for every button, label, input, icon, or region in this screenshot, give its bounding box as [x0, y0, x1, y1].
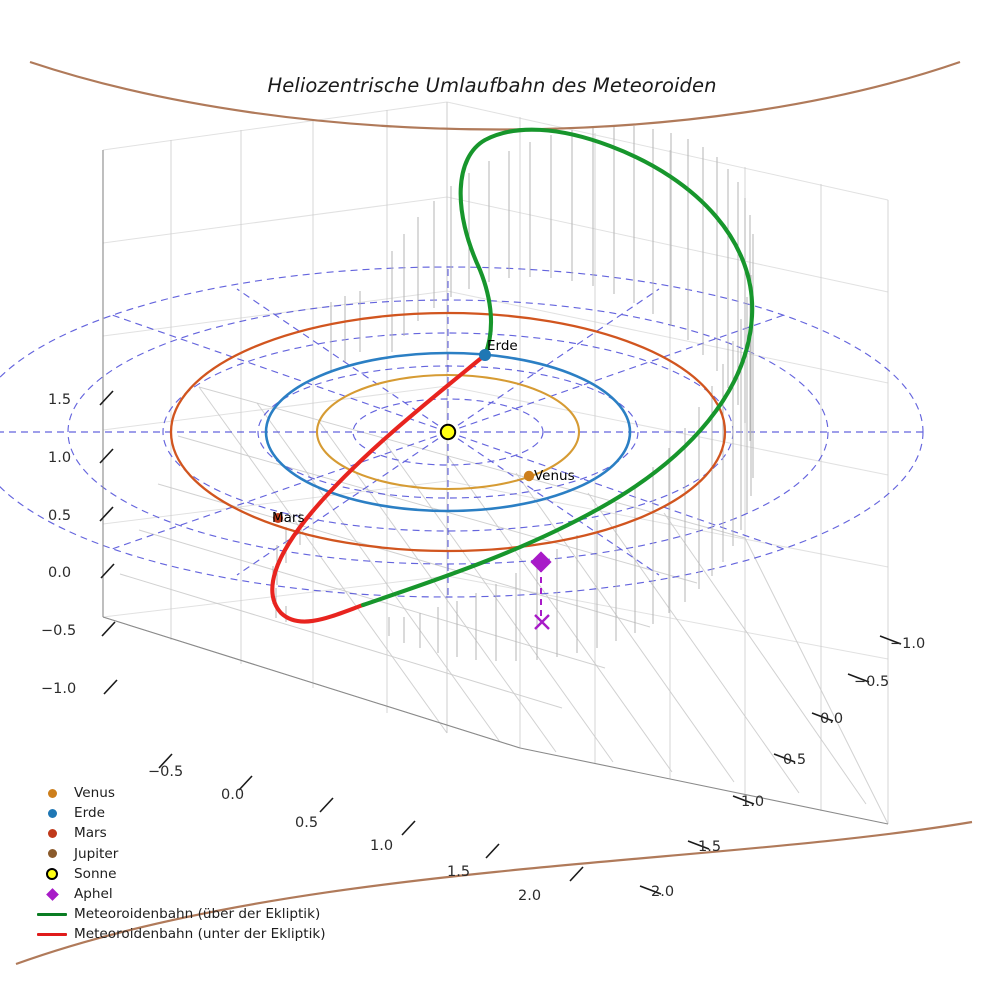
- y-tick-5: 1.5: [698, 839, 722, 855]
- page-title: Heliozentrische Umlaufbahn des Meteoroid…: [267, 74, 717, 97]
- x-tick-1: 0.0: [221, 787, 245, 803]
- z-tick-3: 0.0: [48, 565, 72, 581]
- label-erde: Erde: [487, 338, 518, 354]
- label-mars: Mars: [272, 510, 305, 526]
- jupiter-orbit: [15, 60, 973, 966]
- circle-marker-icon: [30, 788, 74, 798]
- circle-marker-icon: [30, 808, 74, 818]
- legend-label-mars: Mars: [74, 825, 107, 842]
- aphel-marker: [530, 551, 552, 573]
- legend-label-venus: Venus: [74, 785, 115, 802]
- sun-marker: [439, 423, 457, 441]
- y-axis-ticks: [639, 635, 902, 895]
- aphel-ground-cross: [534, 614, 550, 630]
- label-venus: Venus: [534, 468, 575, 484]
- legend-item-meteoroid-above[interactable]: Meteoroidenbahn (über der Ekliptik): [30, 904, 360, 924]
- x-tick-3: 1.0: [370, 838, 394, 854]
- legend-item-jupiter[interactable]: Jupiter: [30, 844, 360, 864]
- aphel-group: [530, 551, 552, 630]
- legend-item-erde[interactable]: Erde: [30, 803, 360, 823]
- legend-label-sonne: Sonne: [74, 865, 117, 882]
- y-tick-3: 0.5: [783, 752, 807, 768]
- legend-item-sonne[interactable]: Sonne: [30, 864, 360, 884]
- z-tick-4: −0.5: [41, 623, 77, 639]
- sun-marker-icon: [30, 867, 74, 880]
- y-tick-1: −0.5: [854, 674, 890, 690]
- z-tick-5: −1.0: [41, 681, 77, 697]
- legend-item-meteoroid-below[interactable]: Meteoroidenbahn (unter der Ekliptik): [30, 924, 360, 944]
- legend-label-meteoroid-above: Meteoroidenbahn (über der Ekliptik): [74, 906, 321, 923]
- mars-orbit-path: [169, 311, 727, 553]
- polar-grid: [0, 266, 924, 598]
- legend-label-aphel: Aphel: [74, 886, 113, 903]
- planet-orbits: [169, 311, 727, 553]
- x-axis-ticks: [158, 753, 584, 882]
- earth-marker: [479, 349, 491, 361]
- earth-orbit-path: [264, 351, 632, 513]
- x-tick-4: 1.5: [447, 864, 471, 880]
- venus-orbit-path: [315, 373, 581, 491]
- meteoroid-orbit-above: [360, 127, 755, 608]
- line-marker-icon: [30, 912, 74, 916]
- circle-marker-icon: [30, 849, 74, 859]
- x-tick-2: 0.5: [295, 815, 319, 831]
- mars-marker: [273, 513, 283, 523]
- axis-spines: [102, 150, 889, 825]
- meteoroid-droplines: [272, 126, 754, 661]
- y-tick-0: −1.0: [890, 636, 926, 652]
- meteoroid-orbit-below: [270, 352, 488, 624]
- legend-item-mars[interactable]: Mars: [30, 823, 360, 843]
- legend: Venus Erde Mars Jupiter Sonne: [30, 783, 360, 945]
- y-tick-6: 2.0: [651, 884, 675, 900]
- line-marker-icon: [30, 933, 74, 936]
- diamond-marker-icon: [30, 887, 74, 901]
- venus-marker: [523, 470, 535, 482]
- legend-item-venus[interactable]: Venus: [30, 783, 360, 803]
- y-tick-4: 1.0: [741, 794, 765, 810]
- x-tick-5: 2.0: [518, 888, 542, 904]
- axes-panes: [102, 101, 889, 825]
- circle-marker-icon: [30, 828, 74, 838]
- y-tick-2: 0.0: [820, 711, 844, 727]
- legend-label-meteoroid-below: Meteoroidenbahn (unter der Ekliptik): [74, 926, 326, 943]
- z-axis-ticks: [99, 390, 118, 695]
- z-tick-1: 1.0: [48, 450, 72, 466]
- legend-label-jupiter: Jupiter: [74, 845, 119, 862]
- z-tick-2: 0.5: [48, 508, 72, 524]
- legend-label-erde: Erde: [74, 805, 105, 822]
- legend-item-aphel[interactable]: Aphel: [30, 884, 360, 904]
- x-tick-0: −0.5: [148, 764, 184, 780]
- z-tick-0: 1.5: [48, 392, 72, 408]
